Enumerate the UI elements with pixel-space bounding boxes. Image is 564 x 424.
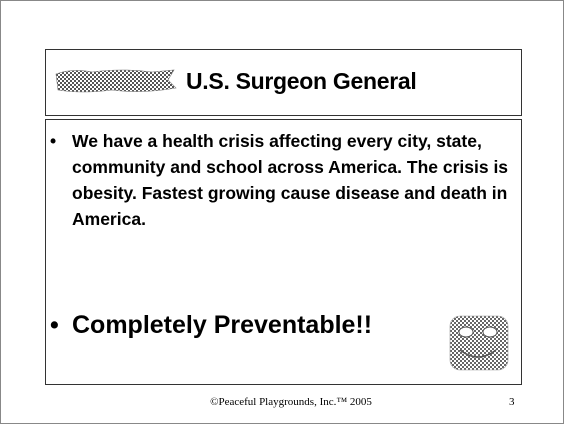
slide-title: U.S. Surgeon General — [186, 68, 416, 95]
logo — [52, 66, 182, 96]
bullet-text: We have a health crisis affecting every … — [72, 128, 512, 232]
page-number: 3 — [509, 396, 515, 408]
bullet-text: Completely Preventable!! — [72, 310, 452, 340]
clipart — [446, 310, 512, 374]
title-box: U.S. Surgeon General — [45, 49, 522, 116]
content-box: •We have a health crisis affecting every… — [45, 119, 522, 385]
slide: U.S. Surgeon General •We have a health c… — [0, 0, 564, 424]
footer-copyright: ©Peaceful Playgrounds, Inc.™ 2005 — [1, 396, 564, 408]
